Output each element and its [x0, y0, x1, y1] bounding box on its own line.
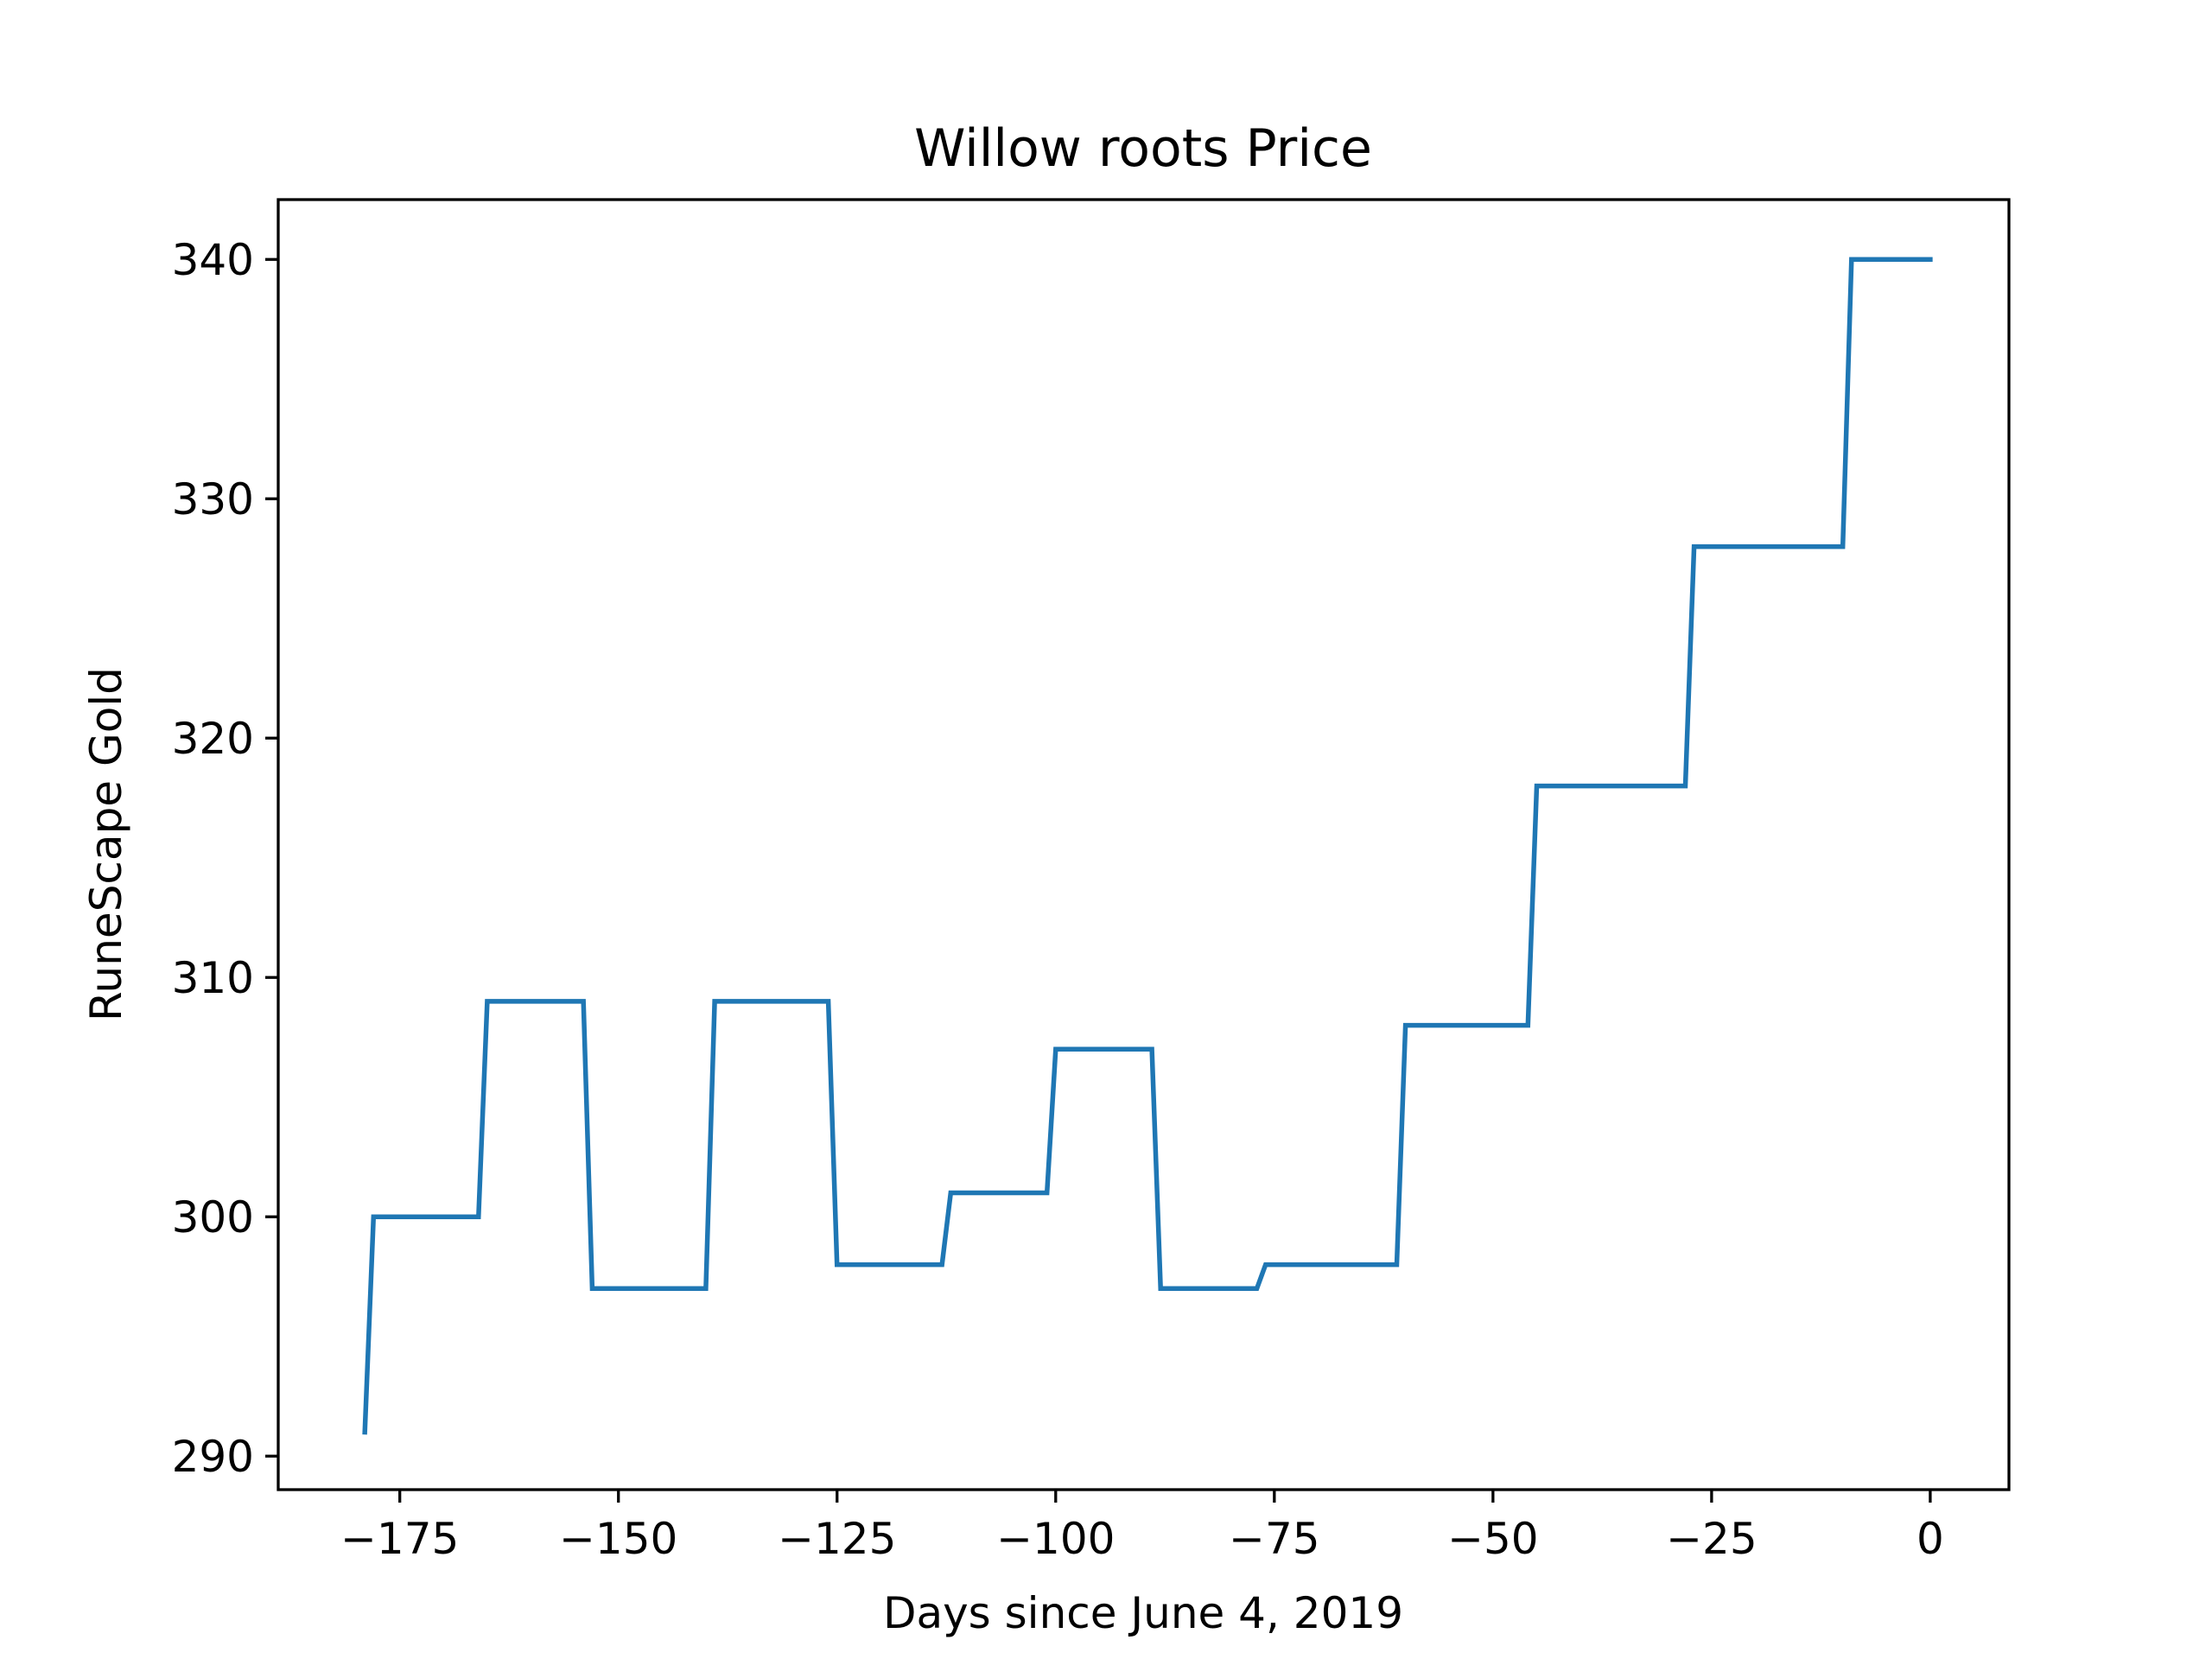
x-tick-label: −25 — [1666, 1514, 1758, 1564]
x-tick-label: −100 — [996, 1514, 1115, 1564]
chart-title: Willow roots Price — [914, 118, 1372, 179]
y-tick-label: 320 — [172, 714, 254, 764]
x-tick-label: −75 — [1229, 1514, 1320, 1564]
x-tick-label: −125 — [778, 1514, 896, 1564]
x-tick-label: 0 — [1916, 1514, 1944, 1564]
plot-frame — [276, 198, 2011, 1491]
y-tick-label: 310 — [172, 953, 254, 1003]
y-tick-label: 300 — [172, 1192, 254, 1243]
x-axis-label: Days since June 4, 2019 — [883, 1588, 1403, 1638]
x-tick-label: −50 — [1447, 1514, 1539, 1564]
y-tick-label: 330 — [172, 474, 254, 524]
y-tick-label: 340 — [172, 235, 254, 285]
y-tick-label: 290 — [172, 1432, 254, 1482]
price-series-line — [362, 257, 1933, 1435]
series-layer — [362, 257, 1933, 1435]
x-tick-label: −150 — [559, 1514, 677, 1564]
x-tick-label: −175 — [340, 1514, 459, 1564]
ticks-layer: −175 −150 −125 −100 −75 −50 −25 0 290 300 310 320 33… — [172, 235, 1944, 1564]
y-axis-label: RuneScape Gold — [81, 667, 131, 1021]
